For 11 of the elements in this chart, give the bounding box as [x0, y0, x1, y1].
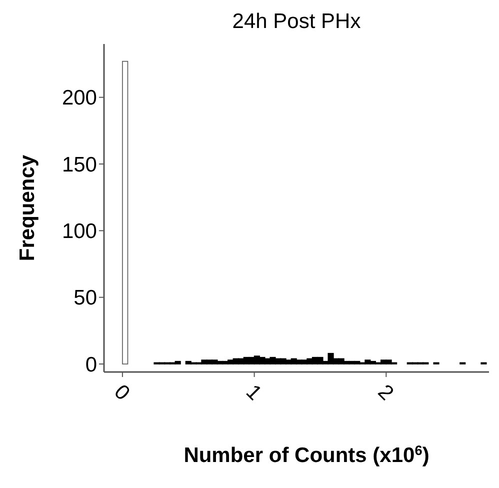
y-tick-label: 100: [62, 220, 97, 244]
x-tick-label: 0: [110, 380, 134, 405]
x-axis-title: Number of Counts (x10$^{6}$): [184, 442, 430, 467]
y-tick-label: 150: [62, 153, 97, 176]
y-axis-title: Frequency: [16, 154, 39, 262]
x-tick-label: 1: [241, 380, 266, 405]
y-tick-label: 50: [74, 286, 97, 310]
x-tick-label: 2: [373, 380, 398, 405]
y-tick-label: 0: [85, 353, 97, 376]
y-tick-label: 200: [62, 86, 97, 110]
chart-title: 24h Post PHx: [232, 10, 362, 33]
